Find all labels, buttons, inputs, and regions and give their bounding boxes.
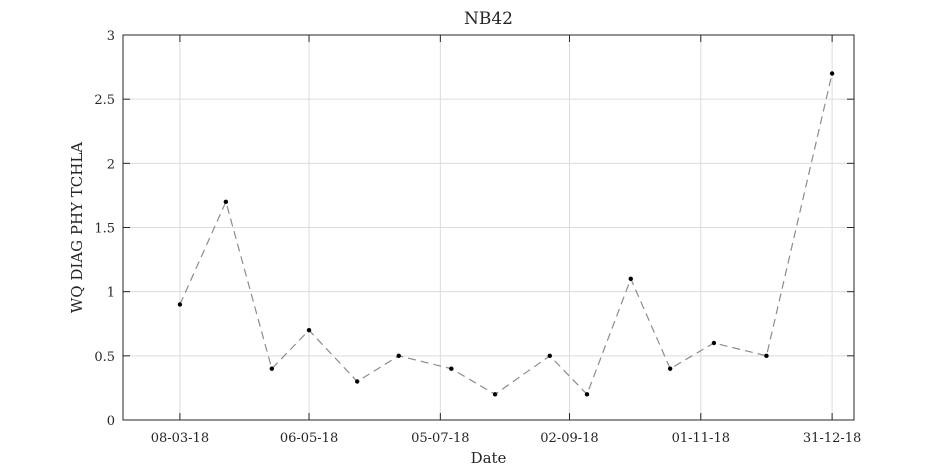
data-point (306, 327, 312, 333)
y-tick-label: 3 (107, 29, 115, 44)
y-tick-label: 2.5 (94, 93, 115, 108)
axis-ticks: 0 0.5 1 1.5 2 2.5 3 08-03-18 06-05-18 05-07-18 02-… (94, 29, 861, 446)
data-point (584, 392, 590, 397)
chart-title: NB42 (464, 9, 513, 29)
y-axis-label: WQ DIAG PHY TCHLA (68, 142, 86, 313)
x-tick-label: 08-03-18 (151, 431, 209, 446)
data-point (667, 366, 673, 371)
x-tick-label: 02-09-18 (540, 431, 598, 446)
y-tick-label: 1.5 (94, 222, 115, 237)
data-point (492, 392, 498, 397)
data-point (547, 353, 552, 359)
data-point (711, 340, 717, 346)
data-point (829, 71, 835, 76)
data-point (269, 366, 275, 371)
series-layer (177, 71, 835, 397)
x-tick-label: 31-12-18 (803, 431, 861, 446)
y-tick-label: 2 (107, 157, 115, 172)
data-point (628, 276, 633, 282)
x-tick-label: 06-05-18 (280, 431, 338, 446)
y-tick-label: 0 (107, 414, 115, 429)
data-point (396, 353, 401, 359)
y-tick-label: 0.5 (94, 350, 115, 365)
x-axis-label: Date (471, 449, 507, 467)
y-tick-label: 1 (107, 286, 115, 301)
x-tick-label: 01-11-18 (672, 431, 730, 446)
grid-lines (123, 34, 854, 421)
x-tick-label: 05-07-18 (411, 431, 469, 446)
data-point (449, 366, 454, 371)
data-point (354, 379, 360, 384)
data-point (764, 353, 769, 359)
data-point (177, 302, 183, 307)
plot-frame (122, 34, 855, 421)
data-point (223, 199, 229, 205)
